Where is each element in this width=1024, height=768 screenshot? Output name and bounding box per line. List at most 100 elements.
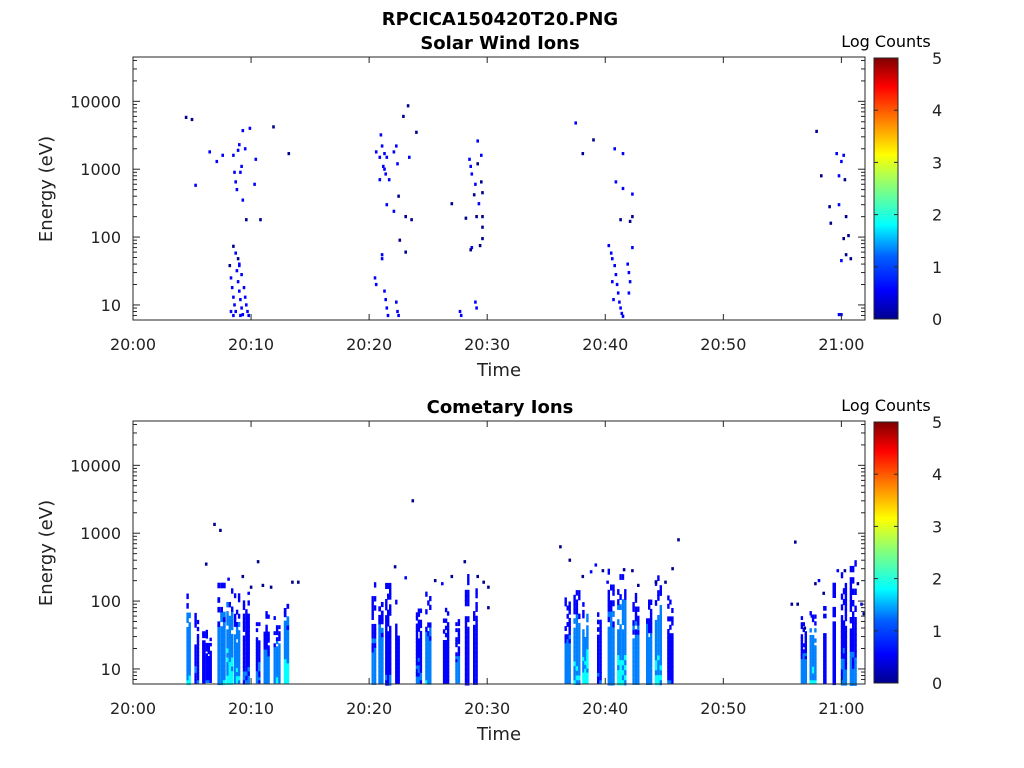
- data-cell: [849, 645, 853, 652]
- data-cell: [610, 679, 613, 686]
- data-cell: [247, 622, 250, 628]
- data-cell: [464, 674, 468, 681]
- data-cell: [849, 577, 853, 584]
- data-cell: [578, 670, 581, 676]
- data-cell: [564, 654, 567, 660]
- data-cell: [657, 669, 660, 676]
- data-cell: [267, 658, 270, 664]
- data-point: [236, 257, 240, 261]
- data-cell: [648, 670, 651, 676]
- data-cell: [265, 655, 268, 660]
- data-cell: [646, 679, 649, 685]
- data-cell: [245, 618, 248, 624]
- data-cell: [217, 606, 221, 613]
- data-cell: [599, 649, 602, 655]
- data-cell: [464, 637, 468, 644]
- data-cell: [267, 652, 270, 657]
- x-tick-label: 20:20: [346, 699, 392, 718]
- data-cell: [802, 649, 805, 654]
- data-cell: [659, 649, 662, 656]
- data-cell: [564, 650, 567, 656]
- data-cell: [245, 644, 248, 650]
- data-cell: [255, 655, 259, 660]
- data-cell: [849, 594, 853, 601]
- data-cell: [646, 651, 649, 657]
- data-layer: [184, 104, 853, 318]
- data-cell: [427, 657, 430, 663]
- data-cell: [667, 637, 670, 643]
- data-cell: [566, 634, 569, 640]
- data-cell: [255, 679, 259, 684]
- data-cell: [283, 662, 287, 668]
- data-cell: [607, 632, 610, 638]
- data-cell: [395, 667, 398, 673]
- data-cell: [255, 676, 259, 681]
- data-cell: [444, 679, 448, 684]
- data-cell: [669, 662, 672, 668]
- data-cell: [255, 664, 259, 669]
- data-cell: [207, 674, 210, 678]
- data-cell: [814, 676, 817, 681]
- data-cell: [809, 655, 812, 660]
- data-cell: [809, 652, 812, 657]
- data-cell: [202, 652, 206, 657]
- data-point: [233, 170, 236, 174]
- data-point: [380, 257, 384, 261]
- data-point: [626, 262, 629, 266]
- data-cell: [832, 592, 836, 598]
- data-cell: [646, 641, 649, 648]
- data-cell: [804, 631, 807, 636]
- data-cell: [586, 625, 589, 630]
- data-cell: [273, 676, 276, 681]
- data-cell: [648, 618, 651, 624]
- data-cell: [427, 622, 430, 628]
- data-cell: [205, 676, 208, 681]
- data-cell: [283, 675, 287, 681]
- data-cell: [444, 607, 448, 613]
- data-cell: [455, 640, 458, 645]
- data-cell: [226, 652, 229, 658]
- data-cell: [467, 663, 470, 670]
- data-cell: [371, 605, 374, 611]
- data-cell: [586, 679, 589, 685]
- data-cell: [415, 649, 419, 655]
- data-cell: [582, 644, 585, 650]
- data-cell: [415, 668, 419, 673]
- data-cell: [584, 640, 587, 646]
- data-cell: [417, 645, 421, 651]
- data-cell: [373, 596, 377, 602]
- plot-frame: [132, 420, 866, 685]
- data-cell: [455, 658, 458, 663]
- data-cell: [637, 661, 640, 667]
- data-cell: [637, 647, 640, 653]
- data-cell: [809, 665, 812, 671]
- data-cell: [209, 676, 212, 681]
- data-cell: [371, 610, 374, 616]
- data-cell: [657, 595, 660, 601]
- data-cell: [228, 679, 231, 685]
- data-cell: [245, 635, 248, 641]
- data-cell: [464, 595, 468, 602]
- data-point: [387, 178, 391, 182]
- data-cell: [283, 637, 287, 643]
- data-cell: [378, 653, 381, 659]
- data-cell: [811, 669, 815, 674]
- data-cell: [237, 642, 241, 648]
- data-cell: [814, 672, 817, 677]
- data-cell: [634, 615, 638, 622]
- data-cell: [371, 633, 374, 639]
- data-cell: [654, 654, 658, 661]
- data-cell: [634, 656, 638, 663]
- data-cell: [621, 614, 625, 620]
- data-cell: [597, 675, 600, 681]
- data-cell: [632, 661, 635, 667]
- data-cell: [429, 596, 432, 602]
- data-cell: [586, 664, 589, 669]
- data-band: [607, 568, 615, 686]
- data-cell: [669, 645, 672, 651]
- data-cell: [564, 626, 567, 631]
- data-cell: [231, 624, 234, 631]
- data-cell: [634, 638, 638, 644]
- data-cell: [621, 574, 625, 580]
- data-cell: [283, 612, 287, 618]
